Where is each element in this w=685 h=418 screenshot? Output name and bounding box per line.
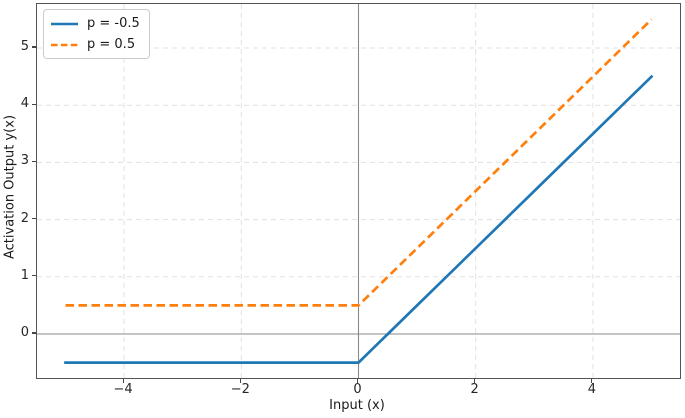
y-tick-mark	[31, 275, 36, 277]
y-tick-mark	[31, 103, 36, 105]
y-tick-label: 0	[20, 325, 29, 340]
x-tick-label: 2	[470, 382, 479, 397]
y-axis-label: Activation Output y(x)	[2, 114, 18, 260]
x-tick-label: 0	[353, 382, 362, 397]
legend: p = -0.5 p = 0.5	[43, 9, 150, 59]
legend-entry-1: p = 0.5	[51, 36, 140, 53]
legend-label: p = 0.5	[87, 37, 136, 52]
legend-line-sample-dashed	[51, 43, 78, 46]
x-tick-mark	[356, 378, 359, 383]
x-tick-mark	[474, 378, 476, 383]
x-axis-label: Input (x)	[329, 398, 385, 413]
legend-entry-0: p = -0.5	[51, 15, 140, 32]
x-tick-label: 4	[587, 382, 597, 397]
y-tick-label: 2	[20, 210, 29, 226]
x-tick-mark	[591, 378, 593, 383]
x-tick-mark	[239, 378, 241, 383]
x-tick-mark	[122, 378, 124, 383]
series-line-1	[65, 18, 653, 307]
y-tick-label: 5	[20, 39, 29, 54]
y-tick-label: 4	[20, 96, 29, 112]
y-tick-label: 3	[20, 153, 29, 169]
y-tick-label: 1	[20, 267, 29, 283]
legend-line-sample-solid	[51, 22, 78, 25]
y-tick-mark	[31, 46, 36, 48]
legend-label: p = -0.5	[87, 16, 140, 31]
x-tick-label: −4	[113, 382, 133, 397]
y-tick-mark	[31, 160, 36, 162]
x-tick-label: −2	[230, 382, 250, 397]
y-tick-mark	[31, 218, 36, 220]
plot-area: p = -0.5 p = 0.5	[36, 3, 681, 379]
y-tick-mark	[31, 332, 36, 334]
series-line-0	[64, 74, 654, 364]
plot-canvas	[37, 4, 680, 378]
